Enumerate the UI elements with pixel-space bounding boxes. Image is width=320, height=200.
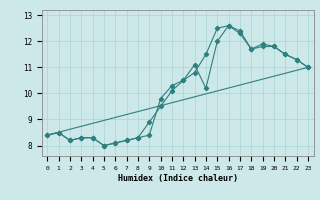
X-axis label: Humidex (Indice chaleur): Humidex (Indice chaleur) [118,174,237,183]
